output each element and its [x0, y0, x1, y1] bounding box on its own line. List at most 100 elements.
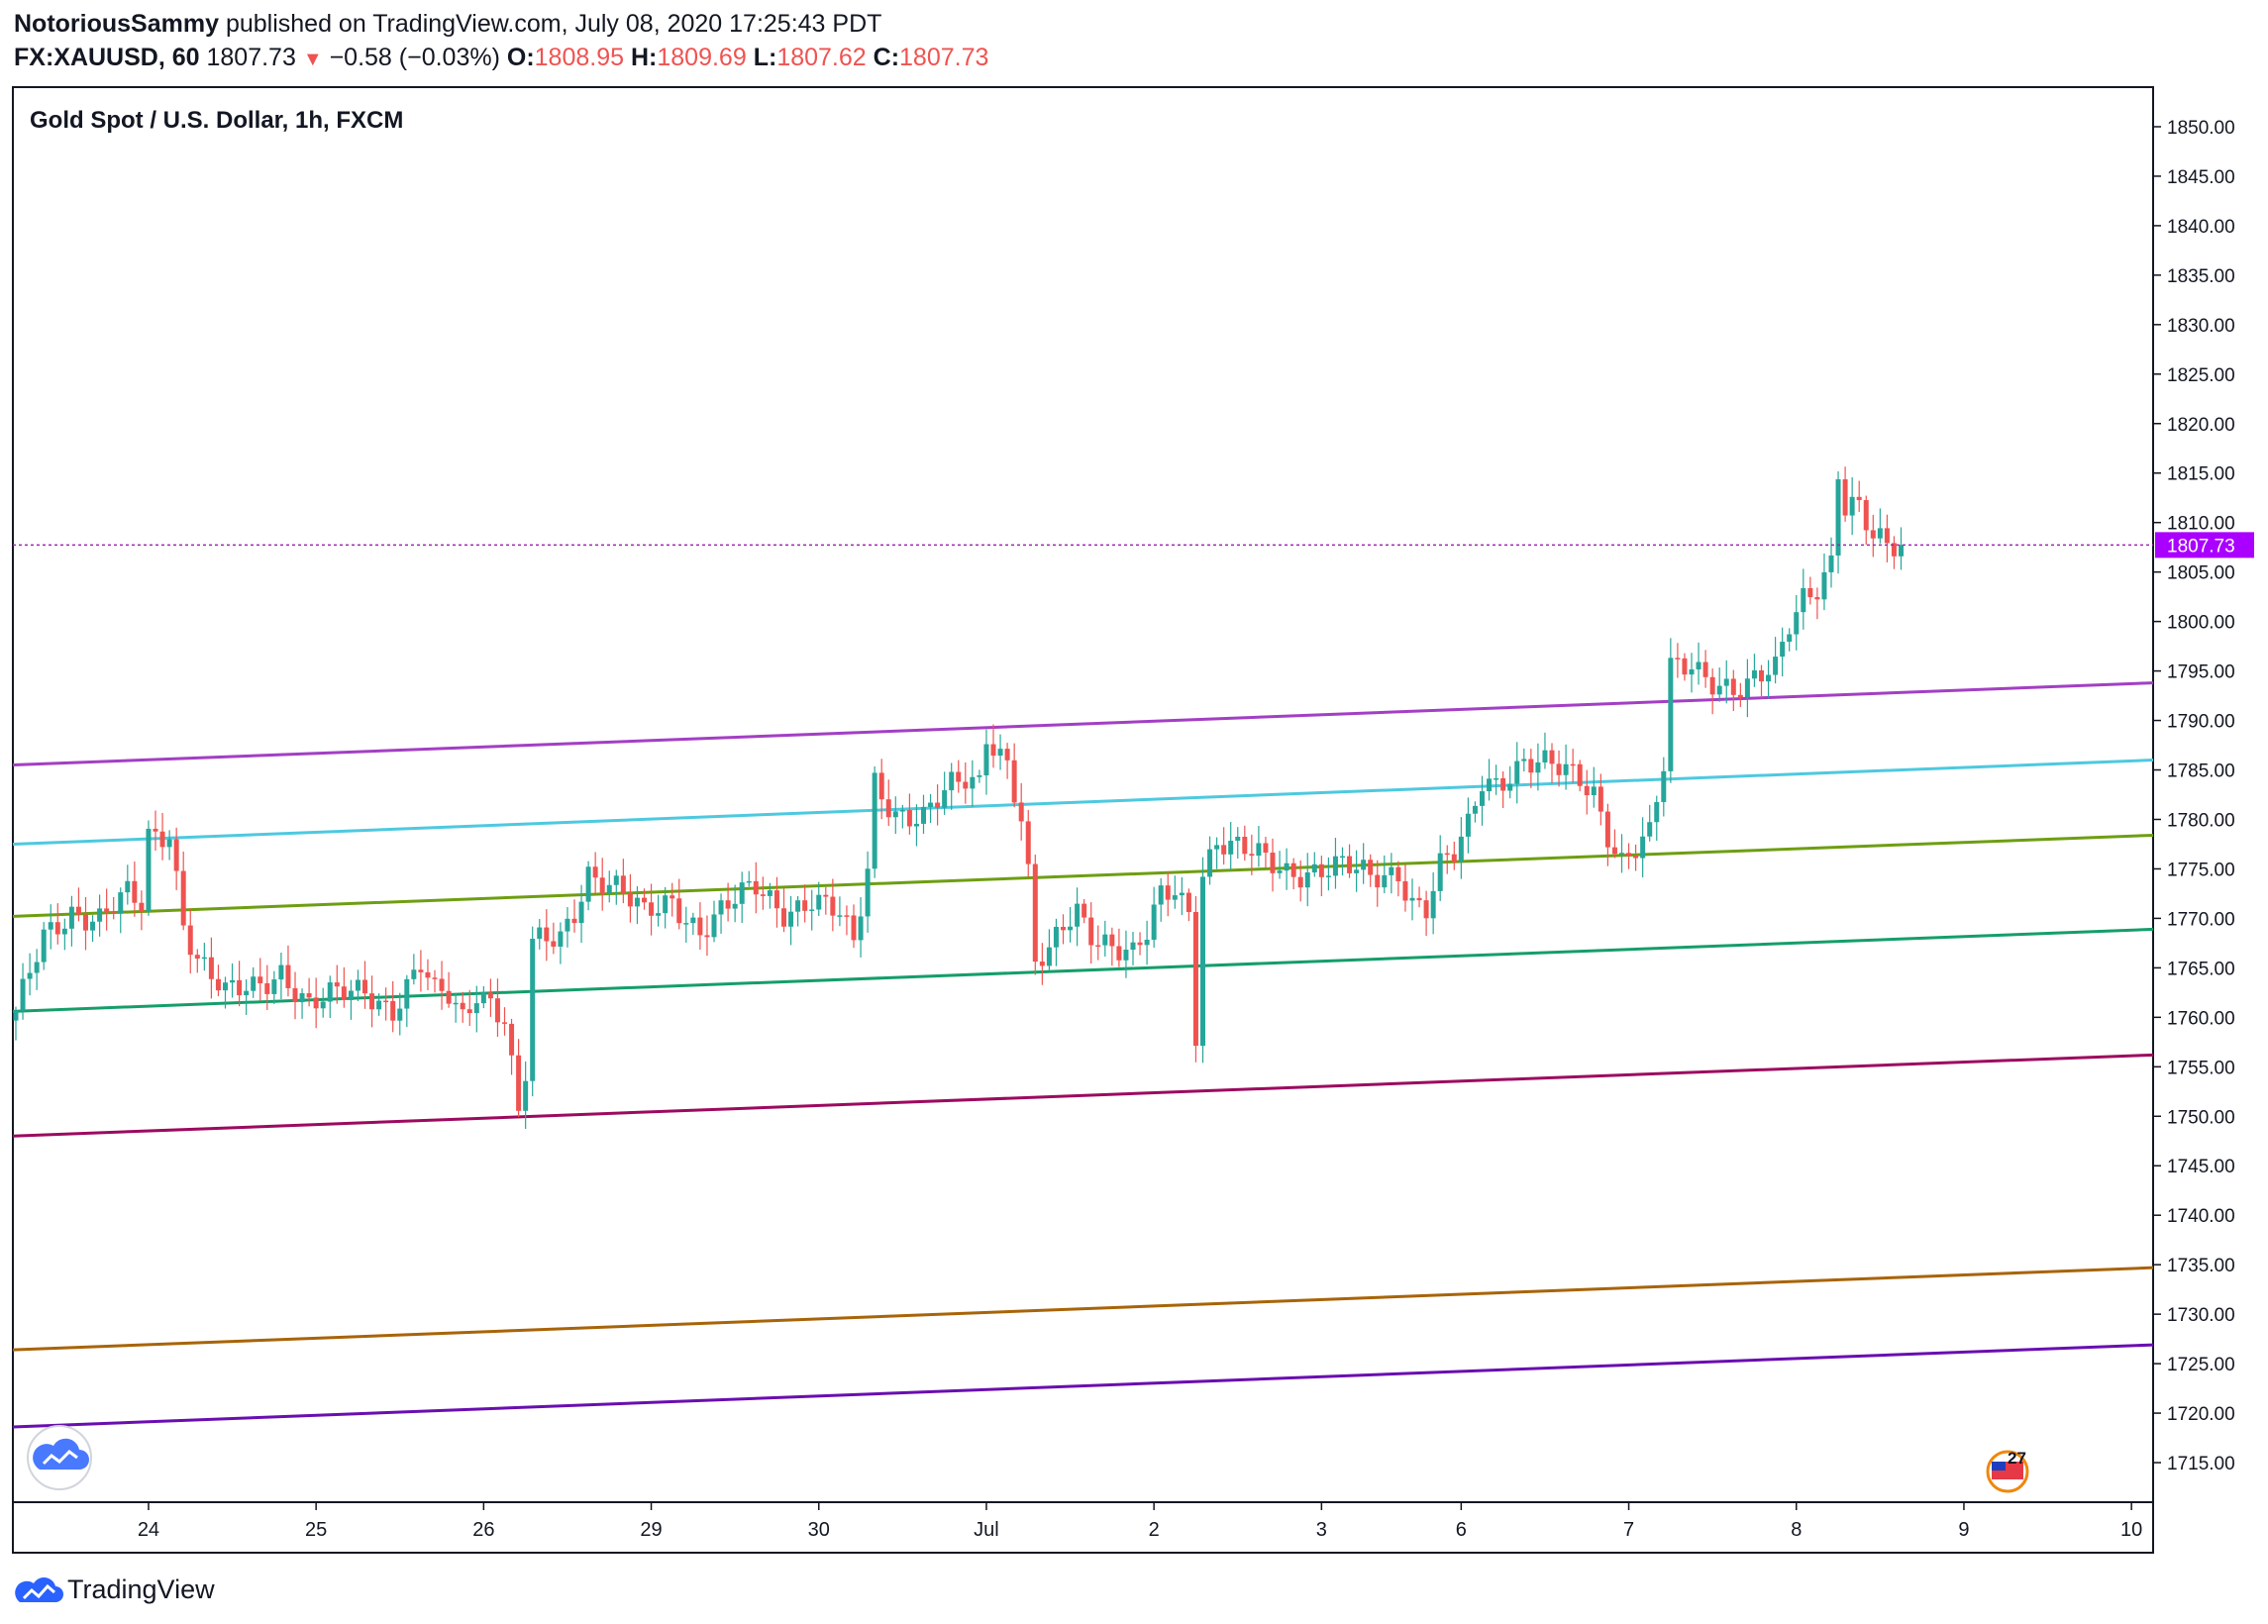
candle-body: [1102, 934, 1108, 946]
candle-body: [1263, 843, 1269, 854]
candle-body: [1633, 856, 1639, 859]
candle-body: [613, 875, 619, 885]
candle-body: [711, 914, 717, 938]
candle-body: [1744, 678, 1750, 698]
candle-body: [453, 1002, 459, 1005]
candle-body: [1332, 856, 1338, 876]
candle-body: [201, 957, 207, 960]
candle-body: [480, 992, 486, 1004]
price-tick-label: 1755.00: [2167, 1058, 2235, 1078]
candle-body: [1584, 785, 1590, 796]
candle-body: [97, 908, 103, 922]
candle-body: [1039, 962, 1045, 966]
trendline: [12, 1053, 2154, 1138]
candle-body: [159, 831, 165, 848]
price-tick-label: 1765.00: [2167, 959, 2235, 979]
open-label: O:: [506, 44, 535, 71]
candle-body: [1835, 479, 1841, 556]
cloud-chart-line: [42, 1450, 78, 1466]
candle-body: [627, 893, 633, 907]
candle-body: [558, 931, 564, 947]
candle-body: [1689, 668, 1695, 675]
candle-body: [1591, 786, 1597, 796]
candle-body: [1361, 860, 1367, 870]
candle-body: [466, 1009, 472, 1014]
candle-body: [1773, 657, 1779, 675]
price-tick-label: 1805.00: [2167, 563, 2235, 584]
author-name[interactable]: NotoriousSammy: [14, 10, 219, 38]
symbol-label[interactable]: FX:XAUUSD, 60: [14, 44, 200, 71]
candle-body: [732, 903, 738, 909]
candle-body: [1311, 863, 1317, 873]
trendline: [12, 681, 2154, 767]
time-tick-label: 30: [808, 1519, 830, 1541]
candle-body: [1521, 759, 1527, 761]
price-tick-label: 1775.00: [2167, 860, 2235, 880]
price-tick-label: 1735.00: [2167, 1256, 2235, 1276]
candle-body: [1137, 942, 1143, 946]
candle-body: [1325, 875, 1331, 877]
candle-body: [1382, 874, 1388, 888]
price-tick-label: 1790.00: [2167, 712, 2235, 733]
candle-body: [516, 1055, 522, 1111]
candle-body: [1354, 869, 1360, 873]
candle-body: [963, 781, 969, 789]
candle-body: [1500, 777, 1506, 791]
candle-body: [537, 927, 543, 940]
candle-body: [1465, 813, 1471, 837]
svg-text:27: 27: [2008, 1449, 2026, 1468]
candle-body: [725, 900, 731, 909]
candle-body: [1458, 836, 1464, 863]
candle-body: [1046, 947, 1052, 966]
high-label: H:: [630, 44, 658, 71]
candle-body: [27, 972, 33, 979]
candle-body: [237, 979, 243, 996]
candle-body: [1849, 496, 1855, 516]
candle-body: [362, 979, 367, 994]
candle-body: [551, 941, 557, 947]
tradingview-logo-button[interactable]: [27, 1425, 92, 1490]
candle-body: [1095, 945, 1101, 948]
candle-body: [1088, 917, 1094, 946]
price-tick-label: 1780.00: [2167, 810, 2235, 831]
candle-body: [913, 823, 919, 827]
candle-body: [369, 993, 375, 1010]
low-value: 1807.62: [776, 44, 867, 71]
candle-body: [215, 978, 221, 991]
price-axis[interactable]: 1850.00 1845.00 1840.00 1835.00 1830.00 1825.…: [2153, 118, 2235, 1474]
chart-title: Gold Spot / U.S. Dollar, 1h, FXCM: [30, 107, 403, 134]
candle-body: [1598, 786, 1603, 812]
candle-body: [68, 906, 74, 929]
low-label: L:: [753, 44, 777, 71]
candle-body: [1709, 676, 1715, 695]
candle-body: [285, 964, 291, 988]
candle-body: [125, 880, 131, 893]
candle-body: [446, 990, 452, 1004]
candle-body: [180, 870, 186, 926]
candle-body: [1416, 897, 1422, 901]
price-tick-label: 1825.00: [2167, 365, 2235, 386]
candle-body: [858, 916, 864, 941]
candle-body: [194, 955, 200, 960]
candle-body: [1828, 555, 1834, 572]
candle-body: [1472, 805, 1478, 814]
time-axis[interactable]: 24 25 26 29 30 Jul 2 3 6 7 8 9 10: [138, 1502, 2142, 1541]
candle-body: [1075, 903, 1081, 927]
price-tick-label: 1745.00: [2167, 1157, 2235, 1177]
candle-body: [1409, 897, 1415, 901]
candle-body: [1682, 658, 1688, 675]
candle-body: [1130, 942, 1136, 951]
candle-body: [320, 1001, 326, 1009]
candle-body: [1877, 528, 1883, 539]
candle-body: [565, 918, 570, 932]
close-label: C:: [873, 44, 900, 71]
candle-body: [1654, 801, 1660, 823]
tradingview-brand[interactable]: TradingView: [67, 1574, 215, 1604]
candle-body: [781, 908, 786, 927]
candle-body: [1018, 802, 1024, 822]
candle-body: [865, 868, 871, 917]
candle-body: [523, 1080, 529, 1111]
last-price-tag-label: 1807.73: [2167, 536, 2235, 557]
candle-body: [1277, 870, 1283, 873]
